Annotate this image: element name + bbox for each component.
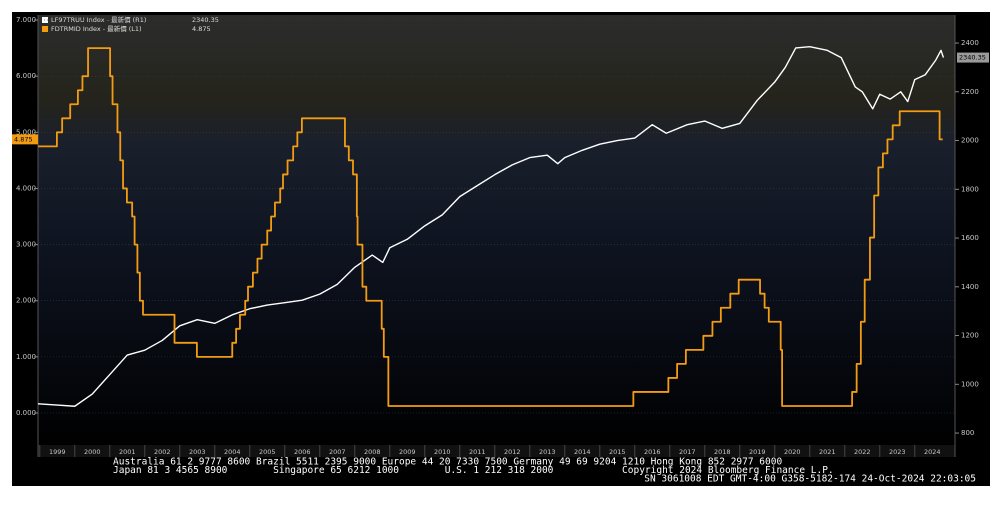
legend-label: FDTRMID Index - 最新價 (L1) — [51, 24, 142, 33]
y2-tick-label: 2400 — [961, 39, 979, 47]
y-tick-label: 4.000 — [16, 184, 36, 192]
x-tick-label: 1999 — [49, 448, 66, 456]
y2-tick-label: 800 — [961, 429, 974, 437]
x-tick-label: 2015 — [609, 448, 626, 456]
y-tick-label: 5.000 — [16, 128, 36, 136]
x-tick-label: 2019 — [749, 448, 766, 456]
y-tick-label: 6.000 — [16, 72, 36, 80]
value-tag — [12, 134, 38, 145]
x-tick-label: 2001 — [119, 448, 136, 456]
x-tick-label: 2005 — [259, 448, 276, 456]
legend-label: LF97TRUU Index - 最新價 (R1) — [51, 15, 146, 24]
x-tick-label: 2022 — [854, 448, 871, 456]
x-tick-label: 2017 — [679, 448, 696, 456]
value-tag-label: 4.875 — [14, 135, 33, 143]
x-tick-label: 2003 — [189, 448, 206, 456]
legend-value: 2340.35 — [192, 16, 219, 24]
x-axis-strip — [38, 445, 955, 457]
x-tick-label: 2010 — [434, 448, 451, 456]
plot-area — [38, 15, 955, 445]
x-tick-label: 2023 — [889, 448, 906, 456]
x-tick-label: 2008 — [364, 448, 381, 456]
footer-line: Japan 81 3 4565 8900 Singapore 65 6212 1… — [113, 465, 834, 476]
legend-swatch — [42, 26, 48, 32]
y-tick-label: 3.000 — [16, 241, 36, 249]
legend-value: 4.875 — [192, 25, 211, 33]
x-tick-label: 2006 — [294, 448, 311, 456]
y2-tick-label: 1200 — [961, 332, 979, 340]
x-tick-label: 2013 — [539, 448, 556, 456]
y-tick-label: 2.000 — [16, 297, 36, 305]
y-tick-label: 0.000 — [16, 409, 36, 417]
y-tick-label: 1.000 — [16, 353, 36, 361]
y-tick-label: 7.000 — [16, 16, 36, 24]
value-tag — [957, 52, 989, 63]
y2-tick-label: 1400 — [961, 283, 979, 291]
x-tick-label: 2007 — [329, 448, 346, 456]
x-tick-label: 2014 — [574, 448, 591, 456]
x-tick-label: 2002 — [154, 448, 171, 456]
x-tick-label: 2024 — [924, 448, 941, 456]
x-tick-label: 2012 — [504, 448, 521, 456]
value-tag-label: 2340.35 — [959, 54, 986, 62]
footer-line: Australia 61 2 9777 8600 Brazil 5511 239… — [113, 457, 782, 468]
x-tick-label: 2009 — [399, 448, 416, 456]
y2-tick-label: 1800 — [961, 185, 979, 193]
series-line — [38, 47, 943, 407]
y2-tick-label: 2200 — [961, 88, 979, 96]
x-tick-label: 2021 — [819, 448, 836, 456]
footer-line: SN 3061008 EDT GMT-4:00 G358-5182-174 24… — [644, 474, 976, 485]
y2-tick-label: 1600 — [961, 234, 979, 242]
x-tick-label: 2000 — [84, 448, 101, 456]
x-tick-label: 2020 — [784, 448, 801, 456]
y2-tick-label: 1000 — [961, 380, 979, 388]
x-tick-label: 2004 — [224, 448, 241, 456]
x-tick-label: 2018 — [714, 448, 731, 456]
y2-tick-label: 2000 — [961, 137, 979, 145]
x-tick-label: 2011 — [469, 448, 486, 456]
x-tick-label: 2016 — [644, 448, 661, 456]
series-line — [37, 45, 945, 407]
